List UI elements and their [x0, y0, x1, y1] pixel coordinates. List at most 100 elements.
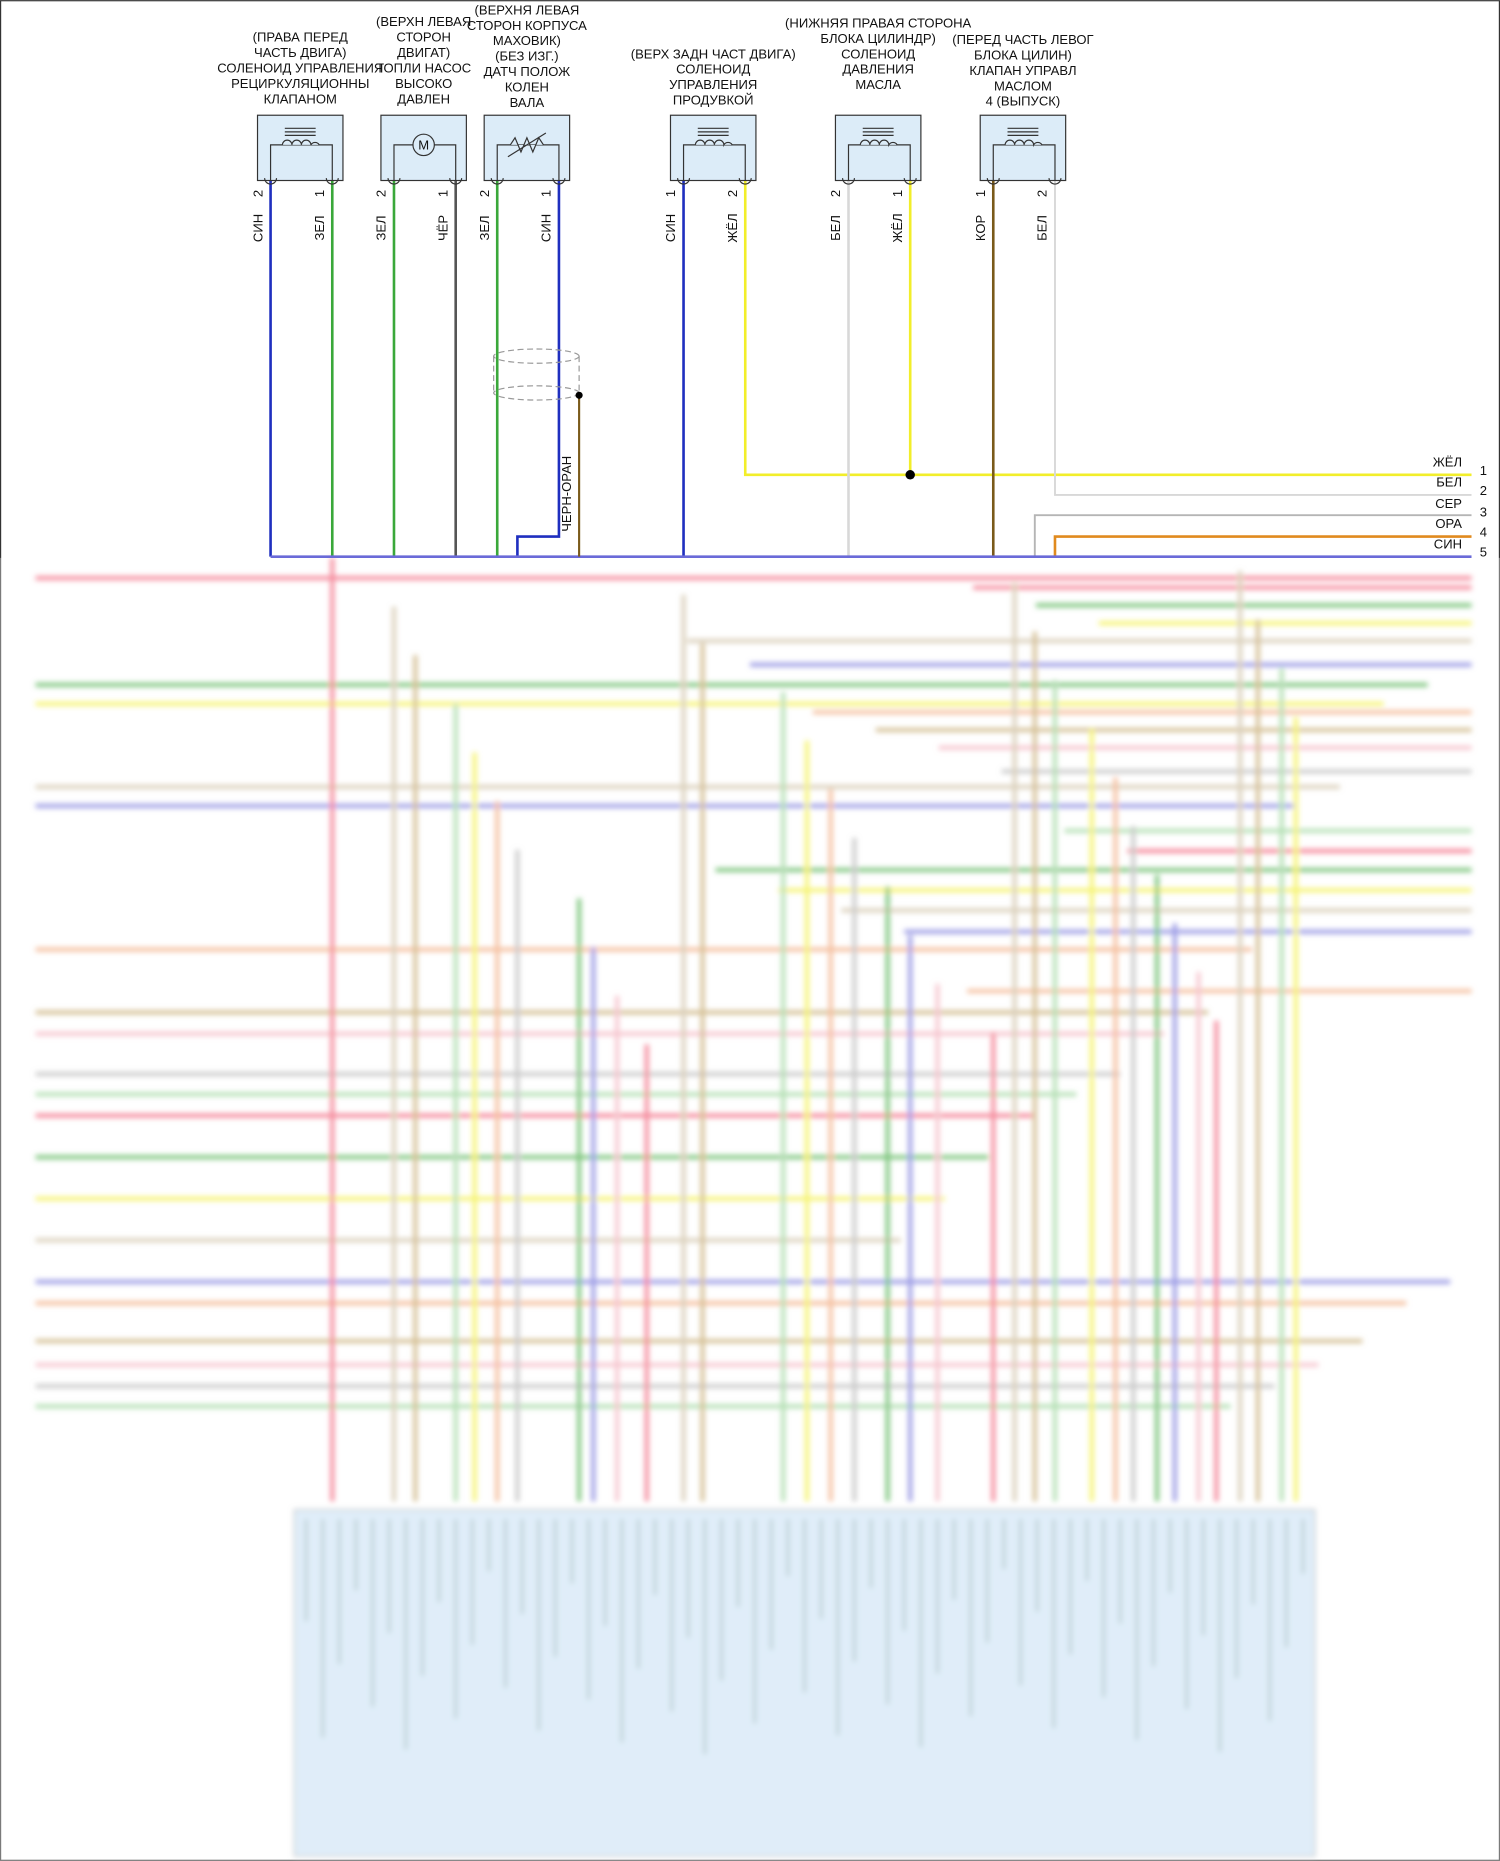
- component-box: [483, 114, 571, 182]
- component-label: 4 (ВЫПУСК): [986, 94, 1061, 109]
- pin-number: 2: [828, 190, 843, 197]
- connector-pin: 2: [1480, 483, 1487, 498]
- component-label: СТОРОН КОРПУСА: [467, 18, 587, 33]
- component-label: (ПЕРЕД ЧАСТЬ ЛЕВОГ: [952, 32, 1093, 47]
- wire-label: ЖЁЛ: [725, 213, 740, 242]
- component-label: МАХОВИК): [493, 33, 561, 48]
- component-box: [834, 114, 922, 182]
- component-label: ТОПЛИ НАСОС: [376, 61, 471, 76]
- pin-terminal: [449, 178, 463, 185]
- component-label: СОЛЕНОИД: [841, 46, 915, 61]
- connector-pin: 4: [1480, 525, 1487, 540]
- component-label: (ПРАВА ПЕРЕД: [253, 30, 348, 45]
- wire-label: ЗЕЛ: [312, 215, 327, 240]
- pin-number: 2: [725, 190, 740, 197]
- component-label: БЛОКА ЦИЛИНДР): [820, 31, 935, 46]
- pin-number: 1: [890, 190, 905, 197]
- motor-symbol: M: [418, 138, 429, 153]
- wire-label: БЕЛ: [1035, 215, 1050, 241]
- wire-label: СИН: [250, 214, 265, 242]
- connector-pin: 1: [1480, 463, 1487, 478]
- pin-terminal: [677, 178, 691, 185]
- pin-number: 2: [477, 190, 492, 197]
- component-label: СОЛЕНОИД: [676, 62, 750, 77]
- wire-label: ЧЕРН-ОРАН: [559, 456, 574, 532]
- connector-wire: СИН: [1434, 536, 1462, 551]
- pin-terminal: [552, 178, 566, 185]
- component-label: (ВЕРХН ЛЕВАЯ: [376, 14, 471, 29]
- component-label: ДАВЛЕНИЯ: [842, 62, 914, 77]
- component-label: МАСЛОМ: [994, 78, 1052, 93]
- wire: [1053, 535, 1472, 557]
- component-label: СОЛЕНОИД УПРАВЛЕНИЯ: [217, 61, 383, 76]
- resistor-arrow: [507, 132, 547, 158]
- component-label: ПРОДУВКОЙ: [673, 93, 754, 108]
- pin-number: 2: [374, 190, 389, 197]
- pin-terminal: [986, 178, 1000, 185]
- pin-terminal: [903, 178, 917, 185]
- component-label: КЛАПАНОМ: [264, 91, 337, 106]
- component-label: ЧАСТЬ ДВИГА): [254, 45, 346, 60]
- junction: [905, 470, 915, 480]
- pin-number: 1: [539, 190, 554, 197]
- pin-number: 1: [312, 190, 327, 197]
- component-label: (ВЕРХНЯ ЛЕВАЯ: [475, 2, 580, 17]
- pin-terminal: [325, 178, 339, 185]
- pin-number: 1: [435, 190, 450, 197]
- connector-wire: ОРА: [1435, 516, 1462, 531]
- wire: [516, 180, 561, 557]
- connector-pin: 3: [1480, 504, 1487, 519]
- pin-terminal: [490, 178, 504, 185]
- wire-label: ЗЕЛ: [477, 215, 492, 240]
- wire-label: ЧЁР: [435, 215, 450, 241]
- coil: [694, 139, 733, 148]
- component-box: [669, 114, 757, 182]
- wire-label: ЗЕЛ: [374, 215, 389, 240]
- wire-label: ЖЁЛ: [890, 213, 905, 242]
- wire: [743, 180, 1472, 477]
- connector-pin: 5: [1480, 545, 1487, 560]
- component-label: КОЛЕН: [505, 79, 549, 94]
- pin-number: 1: [973, 190, 988, 197]
- pin-number: 1: [663, 190, 678, 197]
- wire-label: СИН: [663, 214, 678, 242]
- component-box: [979, 114, 1067, 182]
- wire: [1033, 514, 1472, 557]
- wire-label: КОР: [973, 215, 988, 242]
- connector-wire: ЖЁЛ: [1433, 454, 1462, 469]
- component-label: ДВИГАТ): [397, 45, 450, 60]
- component-label: (ВЕРХ ЗАДН ЧАСТ ДВИГА): [631, 46, 796, 61]
- motor: [412, 133, 435, 157]
- component-label: УПРАВЛЕНИЯ: [669, 77, 757, 92]
- component-label: РЕЦИРКУЛЯЦИОННЫ: [231, 76, 369, 91]
- pin-number: 2: [250, 190, 265, 197]
- pin-terminal: [738, 178, 752, 185]
- component-label: ДАВЛЕН: [397, 91, 450, 106]
- component-label: ДАТЧ ПОЛОЖ: [484, 64, 571, 79]
- component-label: (НИЖНЯЯ ПРАВАЯ СТОРОНА: [785, 15, 972, 30]
- blurred-area: [35, 557, 1472, 1857]
- blur-veil: [0, 557, 1500, 1861]
- component-label: СТОРОН: [396, 30, 451, 45]
- connector-wire: БЕЛ: [1436, 475, 1462, 490]
- component-label: КЛАПАН УПРАВЛ: [969, 63, 1076, 78]
- component-label: ВЫСОКО: [395, 76, 452, 91]
- wire-label: СИН: [539, 214, 554, 242]
- pin-terminal: [387, 178, 401, 185]
- pin-number: 2: [1035, 190, 1050, 197]
- wire: [1054, 180, 1472, 496]
- component-box: [256, 114, 344, 182]
- pin-terminal: [264, 178, 278, 185]
- component-label: БЛОКА ЦИЛИН): [974, 47, 1072, 62]
- component-label: МАСЛА: [855, 77, 901, 92]
- junction: [575, 391, 583, 399]
- coil: [859, 139, 898, 148]
- component-label: (БЕЗ ИЗГ.): [495, 49, 559, 64]
- pin-terminal: [1048, 178, 1062, 185]
- wire-label: БЕЛ: [828, 215, 843, 241]
- coil: [1004, 139, 1043, 148]
- connector-wire: СЕР: [1435, 496, 1462, 511]
